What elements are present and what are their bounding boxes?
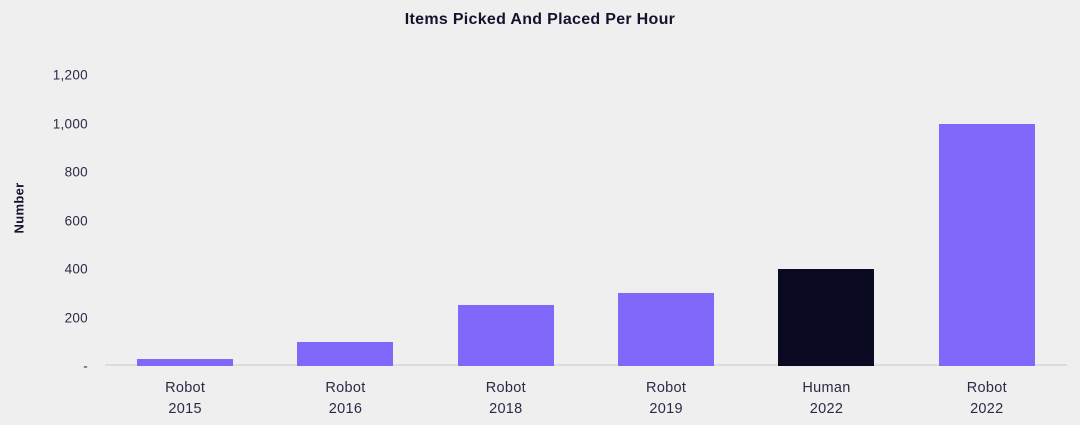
bar-robot-2019 [618, 293, 715, 366]
x-tick-label: Robot 2018 [486, 378, 526, 420]
x-tick-label-line1: Robot [325, 380, 366, 396]
x-tick-label: Robot 2015 [165, 378, 205, 420]
category-slot-robot-2022: Robot 2022 [907, 75, 1067, 420]
bar-area [265, 75, 425, 366]
x-tick-label: Robot 2022 [967, 378, 1007, 420]
bar-robot-2022 [938, 123, 1035, 366]
x-axis-line [105, 364, 1067, 366]
x-tick-label-line2: 2018 [489, 401, 523, 417]
bar-area [426, 75, 586, 366]
y-tick-label: 600 [64, 213, 88, 228]
x-tick-label-line2: 2016 [328, 401, 363, 417]
x-tick-label-line2: 2022 [809, 401, 844, 417]
y-tick-label: 400 [64, 261, 88, 277]
x-tick-label-line1: Human [802, 380, 851, 396]
x-tick-label-line1: Robot [966, 380, 1007, 396]
x-tick-label-line2: 2015 [168, 401, 202, 417]
category-slot-robot-2019: Robot 2019 [586, 75, 746, 420]
x-tick-label-line1: Robot [646, 380, 687, 396]
bar-human-2022 [778, 269, 875, 366]
x-tick-label-line2: 2022 [970, 401, 1004, 417]
chart-title: Items Picked And Placed Per Hour [404, 11, 676, 28]
bar-area [105, 75, 265, 366]
x-tick-label: Human 2022 [802, 378, 850, 420]
x-tick-label: Robot 2019 [646, 378, 686, 420]
category-slot-robot-2016: Robot 2016 [265, 75, 425, 420]
plot-area: Robot 2015 Robot 2016 Robot 2018 Robot 2019 Huma… [105, 75, 1067, 420]
bar-robot-2018 [457, 305, 554, 366]
bar-robot-2015 [137, 358, 234, 366]
category-slot-robot-2018: Robot 2018 [426, 75, 586, 420]
category-slot-human-2022: Human 2022 [746, 75, 906, 420]
x-tick-label-line1: Robot [485, 380, 526, 396]
bar-robot-2016 [297, 341, 394, 366]
y-tick-label: 200 [64, 310, 88, 325]
y-tick-label: - [83, 358, 88, 374]
bar-area [746, 75, 906, 366]
category-slot-robot-2015: Robot 2015 [105, 75, 265, 420]
bar-area [907, 75, 1067, 366]
x-tick-label: Robot 2016 [325, 378, 365, 420]
x-tick-label-line2: 2019 [649, 401, 683, 417]
y-tick-label: 1,000 [52, 116, 88, 131]
y-axis-ticks: - 200 400 600 800 1,000 1,200 [0, 0, 88, 425]
y-tick-label: 1,200 [52, 67, 88, 83]
bar-area [586, 75, 746, 366]
y-tick-label: 800 [64, 164, 88, 180]
x-tick-label-line1: Robot [165, 380, 206, 396]
